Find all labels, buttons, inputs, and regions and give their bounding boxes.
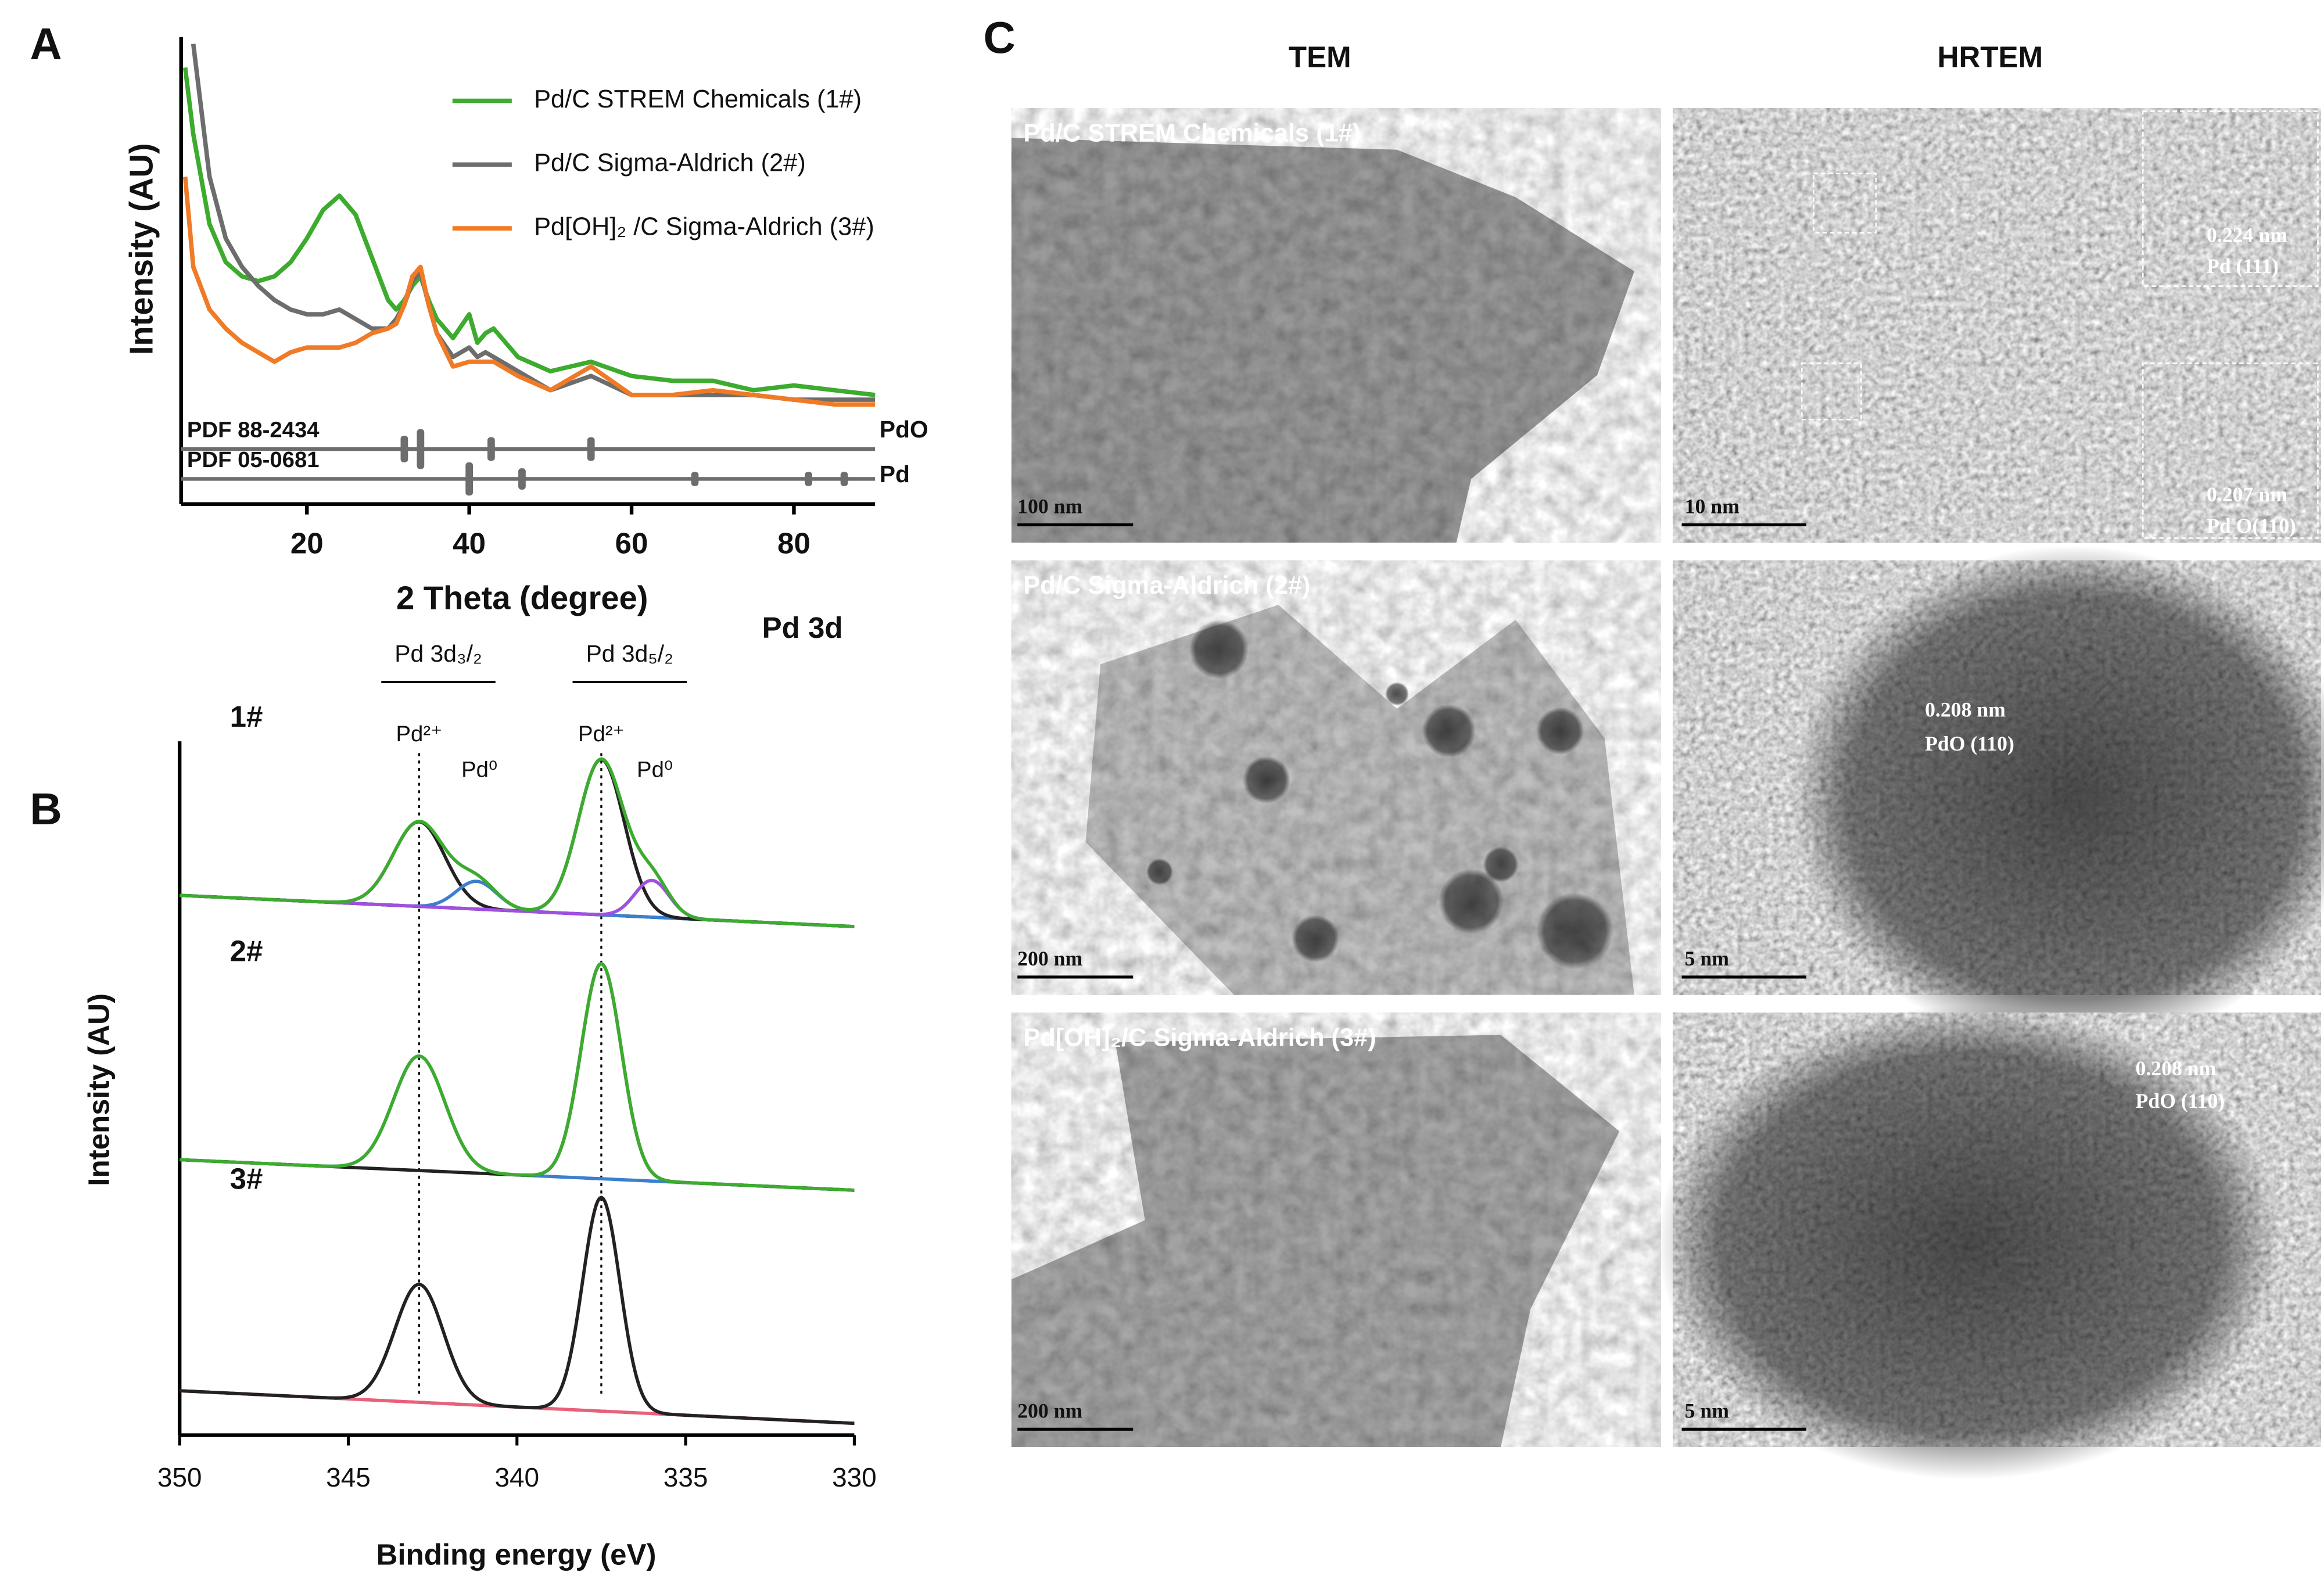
reference-stick xyxy=(417,429,425,469)
image-label: Pd[OH]₂/C Sigma-Aldrich (3#) xyxy=(1023,1024,1376,1052)
inset-box xyxy=(1801,362,1862,421)
legend-label: Pd/C Sigma-Aldrich (2#) xyxy=(534,149,806,177)
particle xyxy=(1292,914,1339,963)
particle xyxy=(1189,619,1249,679)
particle xyxy=(1536,892,1614,970)
particle xyxy=(1536,707,1584,755)
sample-label: 3# xyxy=(230,1162,263,1195)
x-tick-label: 345 xyxy=(326,1462,371,1492)
particle xyxy=(1791,545,2324,1050)
y-axis-label: Intensity (AU) xyxy=(82,993,115,1186)
envelope xyxy=(180,757,855,928)
particle xyxy=(1385,682,1409,706)
annotation: 0.224 nm xyxy=(2207,224,2287,247)
panel-label: C xyxy=(983,14,1015,63)
reference-stick xyxy=(518,468,526,490)
series-line xyxy=(182,176,876,407)
x-tick-label: 80 xyxy=(777,527,810,560)
annotation: Pd O(110) xyxy=(2207,514,2296,537)
scale-label: 200 nm xyxy=(1017,947,1082,970)
particle xyxy=(1483,846,1519,882)
particle xyxy=(1243,756,1290,804)
tem-image xyxy=(1011,108,1661,543)
image-label: Pd/C Sigma-Aldrich (2#) xyxy=(1023,572,1310,599)
chart-title: Pd 3d xyxy=(762,611,843,644)
inset-box xyxy=(1813,173,1877,234)
envelope xyxy=(180,961,855,1192)
scale-label: 5 nm xyxy=(1685,1399,1730,1422)
image-label: Pd/C STREM Chemicals (1#) xyxy=(1023,120,1361,148)
y-axis-label: Intensity (AU) xyxy=(123,143,160,355)
particle xyxy=(1438,868,1504,934)
x-tick-label: 340 xyxy=(494,1462,539,1492)
scale-label: 200 nm xyxy=(1017,1399,1082,1422)
annotation: Pd (111) xyxy=(2207,254,2279,278)
fit-component xyxy=(180,961,855,1192)
fit-component xyxy=(180,1283,855,1426)
panel-label: B xyxy=(30,785,62,834)
tem-specimen xyxy=(1011,138,1634,543)
column-title: HRTEM xyxy=(1938,41,2043,74)
x-tick-label: 350 xyxy=(157,1462,202,1492)
sample-label: 1# xyxy=(230,700,263,733)
column-title: TEM xyxy=(1289,41,1351,74)
reference-stick xyxy=(465,462,474,496)
tem-specimen xyxy=(1011,1035,1620,1447)
particle xyxy=(1658,1005,2281,1480)
reference-stick xyxy=(805,472,812,486)
x-tick-label: 40 xyxy=(453,527,486,560)
reference-name: PDF 88-2434 xyxy=(187,417,320,442)
peak-label: Pd²⁺ xyxy=(396,721,443,746)
fit-component xyxy=(180,879,855,928)
reference-phase: Pd xyxy=(880,461,910,487)
peak-label: Pd⁰ xyxy=(637,757,673,782)
doublet-label: Pd 3d₃/₂ xyxy=(394,640,482,667)
particle xyxy=(1422,704,1476,758)
x-tick-label: 330 xyxy=(832,1462,877,1492)
reference-stick xyxy=(400,436,408,462)
x-tick-label: 20 xyxy=(290,527,324,560)
annotation: 0.208 nm xyxy=(1925,698,2006,721)
annotation: 0.207 nm xyxy=(2207,483,2287,506)
reference-phase: PdO xyxy=(880,416,928,443)
envelope xyxy=(180,1196,855,1426)
scale-label: 5 nm xyxy=(1685,947,1730,970)
doublet-label: Pd 3d₅/₂ xyxy=(586,640,673,667)
x-axis-label: 2 Theta (degree) xyxy=(396,579,648,616)
fit-component xyxy=(180,878,855,928)
legend-label: Pd/C STREM Chemicals (1#) xyxy=(534,85,862,113)
reference-stick xyxy=(840,472,848,486)
sample-label: 2# xyxy=(230,935,263,968)
scale-label: 100 nm xyxy=(1017,495,1082,518)
annotation: PdO (110) xyxy=(1925,732,2014,755)
x-tick-label: 60 xyxy=(615,527,648,560)
peak-label: Pd⁰ xyxy=(461,757,497,782)
reference-stick xyxy=(587,437,595,461)
fit-component xyxy=(180,1196,855,1426)
legend-label: Pd[OH]₂ /C Sigma-Aldrich (3#) xyxy=(534,213,874,240)
hrtem-image xyxy=(1673,108,2321,543)
scale-label: 10 nm xyxy=(1685,495,1740,518)
inset xyxy=(2142,362,2319,539)
annotation: 0.208 nm xyxy=(2136,1057,2217,1080)
reference-stick xyxy=(487,437,495,461)
peak-label: Pd²⁺ xyxy=(578,721,625,746)
panel-label: A xyxy=(30,20,62,69)
inset xyxy=(2142,110,2319,287)
tem-image xyxy=(1011,1013,1661,1447)
x-tick-label: 335 xyxy=(664,1462,708,1492)
fit-component xyxy=(180,1054,855,1192)
reference-stick xyxy=(691,472,699,486)
x-axis-label: Binding energy (eV) xyxy=(376,1538,657,1571)
particle xyxy=(1146,858,1174,885)
reference-name: PDF 05-0681 xyxy=(187,447,320,472)
annotation: PdO (110) xyxy=(2136,1089,2225,1112)
